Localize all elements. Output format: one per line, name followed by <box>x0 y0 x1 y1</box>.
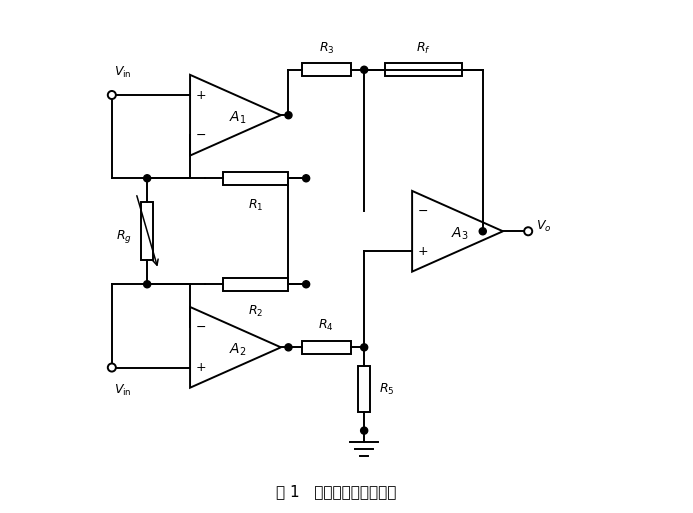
Text: −: − <box>418 205 428 218</box>
Bar <box>385 64 462 76</box>
Bar <box>301 341 351 353</box>
Bar <box>223 278 288 290</box>
Circle shape <box>360 427 368 434</box>
Circle shape <box>360 344 368 351</box>
Bar <box>223 172 288 185</box>
Circle shape <box>143 281 150 288</box>
Text: $V_o$: $V_o$ <box>536 219 551 234</box>
Text: $R_2$: $R_2$ <box>248 303 263 319</box>
Text: +: + <box>418 245 428 258</box>
Text: $A_2$: $A_2$ <box>229 342 247 358</box>
Circle shape <box>303 281 310 288</box>
Bar <box>301 64 351 76</box>
Circle shape <box>285 344 292 351</box>
Text: $R_5$: $R_5$ <box>379 382 395 397</box>
Text: $A_3$: $A_3$ <box>451 226 469 242</box>
Text: $R_4$: $R_4$ <box>319 318 334 333</box>
Circle shape <box>524 227 532 235</box>
Text: −: − <box>196 321 207 333</box>
Circle shape <box>108 91 116 99</box>
Text: $R_g$: $R_g$ <box>116 228 132 245</box>
Text: 图 1   仪表放大器典型结构: 图 1 仪表放大器典型结构 <box>277 484 396 499</box>
Text: $R_f$: $R_f$ <box>416 41 431 55</box>
Bar <box>141 202 153 261</box>
Text: $V_{\rm in}$: $V_{\rm in}$ <box>114 65 132 80</box>
Circle shape <box>285 112 292 119</box>
Text: +: + <box>196 361 207 374</box>
Circle shape <box>143 175 150 182</box>
Circle shape <box>360 66 368 73</box>
Text: $V_{\rm in}$: $V_{\rm in}$ <box>114 383 132 398</box>
Text: $R_3$: $R_3$ <box>319 41 334 55</box>
Bar <box>358 366 371 412</box>
Text: $R_1$: $R_1$ <box>248 198 263 212</box>
Text: −: − <box>196 129 207 142</box>
Circle shape <box>108 364 116 371</box>
Text: +: + <box>196 89 207 102</box>
Circle shape <box>480 228 486 235</box>
Text: $A_1$: $A_1$ <box>229 109 247 126</box>
Circle shape <box>303 175 310 182</box>
